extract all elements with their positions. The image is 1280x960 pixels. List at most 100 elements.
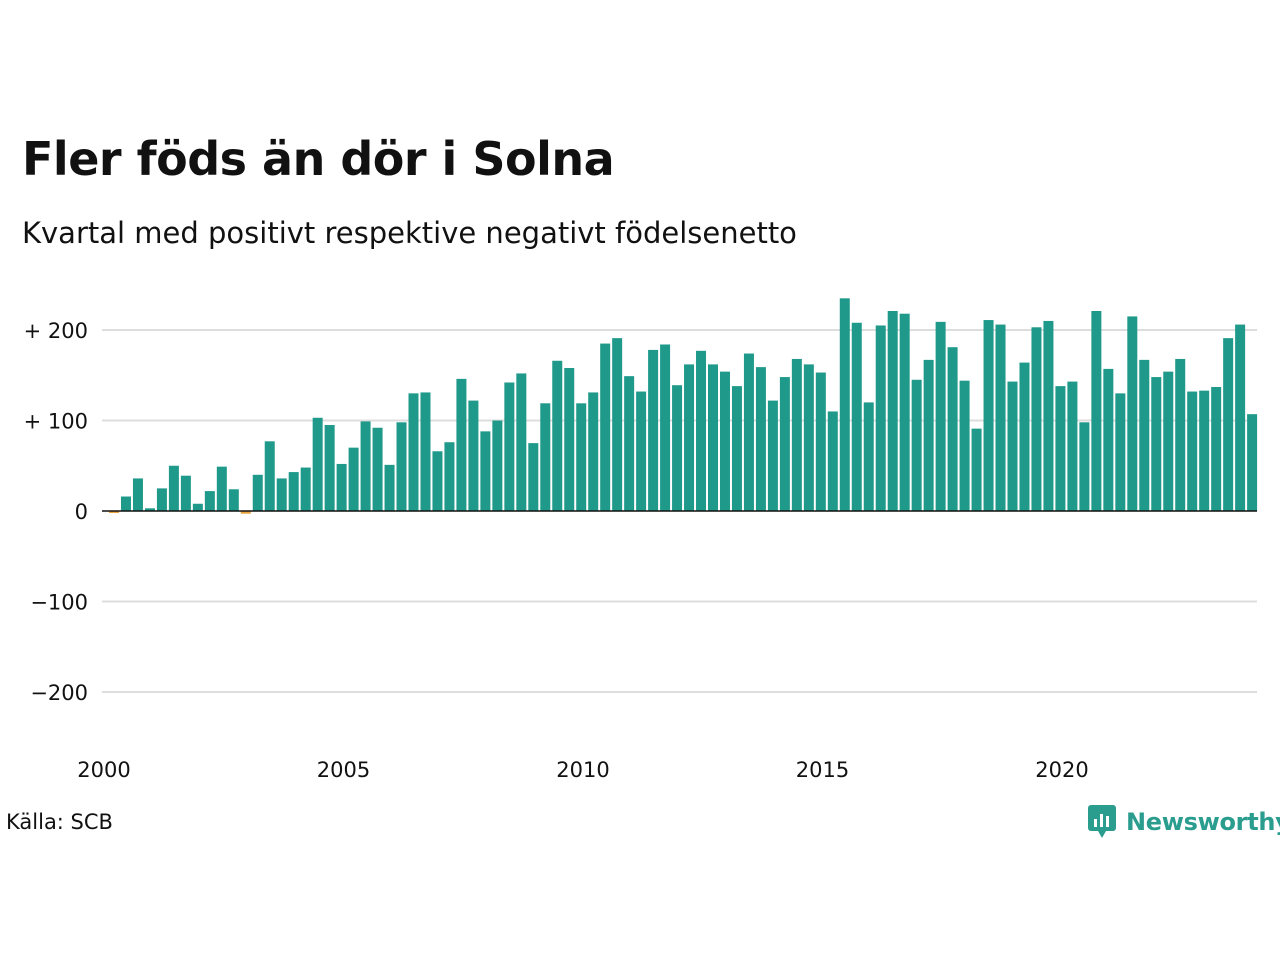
bar: [672, 385, 683, 511]
chart-subtitle: Kvartal med positivt respektive negativt…: [22, 216, 797, 250]
bar: [132, 478, 143, 511]
bar: [791, 358, 802, 511]
bar: [492, 420, 503, 511]
bar: [504, 382, 515, 511]
bar: [959, 380, 970, 511]
bar: [109, 511, 119, 513]
y-tick-label: + 100: [24, 410, 88, 434]
bar: [372, 427, 383, 511]
bar: [1235, 324, 1246, 511]
bar: [480, 431, 491, 511]
bar: [156, 488, 167, 512]
bar: [624, 376, 635, 511]
bar: [564, 368, 575, 511]
bar: [1031, 327, 1042, 511]
bar: [192, 503, 203, 511]
bar: [1199, 390, 1210, 511]
bar: [396, 422, 407, 511]
bar: [1211, 387, 1222, 511]
bar: [384, 464, 395, 511]
x-tick-label: 2005: [317, 758, 370, 782]
bar: [1007, 381, 1018, 511]
bar: [660, 344, 671, 511]
bar: [516, 373, 527, 511]
source-note: Källa: SCB: [6, 810, 113, 834]
bar: [1019, 362, 1030, 511]
bar: [456, 378, 467, 511]
bar: [1223, 338, 1234, 511]
bar: [851, 322, 862, 511]
bar: [360, 421, 371, 511]
bar: [731, 386, 742, 511]
newsworthy-logo-icon: [1088, 805, 1116, 838]
bar: [995, 324, 1006, 511]
y-tick-label: 0: [75, 500, 88, 524]
bar: [827, 411, 838, 511]
bar: [743, 353, 754, 511]
newsworthy-logo: Newsworthy: [1088, 804, 1280, 840]
bar: [264, 441, 275, 511]
bar: [636, 391, 647, 511]
y-tick-label: −200: [30, 681, 88, 705]
x-tick-labels: 2000 2005 2010 2015 2020: [77, 758, 1088, 782]
bar: [600, 343, 611, 511]
logo-text: Newsworthy: [1126, 808, 1280, 836]
bar: [408, 393, 419, 511]
bar: [240, 511, 251, 514]
x-tick-label: 2015: [796, 758, 849, 782]
bar: [1115, 393, 1126, 511]
bar: [528, 443, 539, 512]
bar: [1187, 391, 1198, 511]
bar: [336, 463, 347, 511]
bar: [168, 465, 179, 511]
bar: [887, 311, 898, 511]
y-tick-label: + 200: [24, 319, 88, 343]
bar: [935, 321, 946, 511]
bar: [144, 508, 155, 511]
bar: [1127, 316, 1138, 511]
bar: [180, 475, 191, 511]
bar: [923, 359, 934, 511]
bar: [300, 467, 311, 511]
bar: [815, 372, 826, 511]
bar: [420, 392, 431, 511]
bar: [1247, 414, 1258, 511]
y-tick-labels: + 200 + 100 0 −100 −200: [24, 319, 88, 705]
bar: [468, 400, 479, 511]
bar: [1175, 358, 1186, 511]
bar: [228, 489, 239, 511]
bar: [971, 428, 982, 511]
bar: [779, 377, 790, 511]
bar: [1055, 386, 1066, 511]
bar: [588, 392, 599, 511]
bar: [432, 451, 443, 511]
bar: [947, 347, 958, 511]
bar: [983, 320, 994, 511]
bar: [1079, 422, 1090, 511]
bar: [899, 313, 910, 511]
bar: [648, 349, 659, 511]
bar: [1043, 320, 1054, 511]
bar: [276, 478, 287, 511]
bar: [755, 367, 766, 511]
bar: [863, 402, 874, 511]
bar: [444, 442, 455, 511]
bar: [839, 298, 850, 511]
bar: [120, 496, 131, 511]
bar: [1139, 359, 1150, 511]
bar: [1091, 311, 1102, 511]
x-tick-label: 2010: [556, 758, 609, 782]
bar: [288, 472, 299, 511]
x-tick-label: 2000: [77, 758, 130, 782]
bar: [612, 338, 623, 511]
bar: [708, 364, 718, 511]
bar: [348, 447, 359, 511]
x-tick-label: 2020: [1035, 758, 1088, 782]
bar: [911, 379, 922, 511]
bar: [684, 364, 695, 511]
bar: [540, 403, 551, 511]
bar: [719, 371, 730, 511]
bar: [1151, 377, 1162, 511]
bar: [576, 403, 587, 511]
